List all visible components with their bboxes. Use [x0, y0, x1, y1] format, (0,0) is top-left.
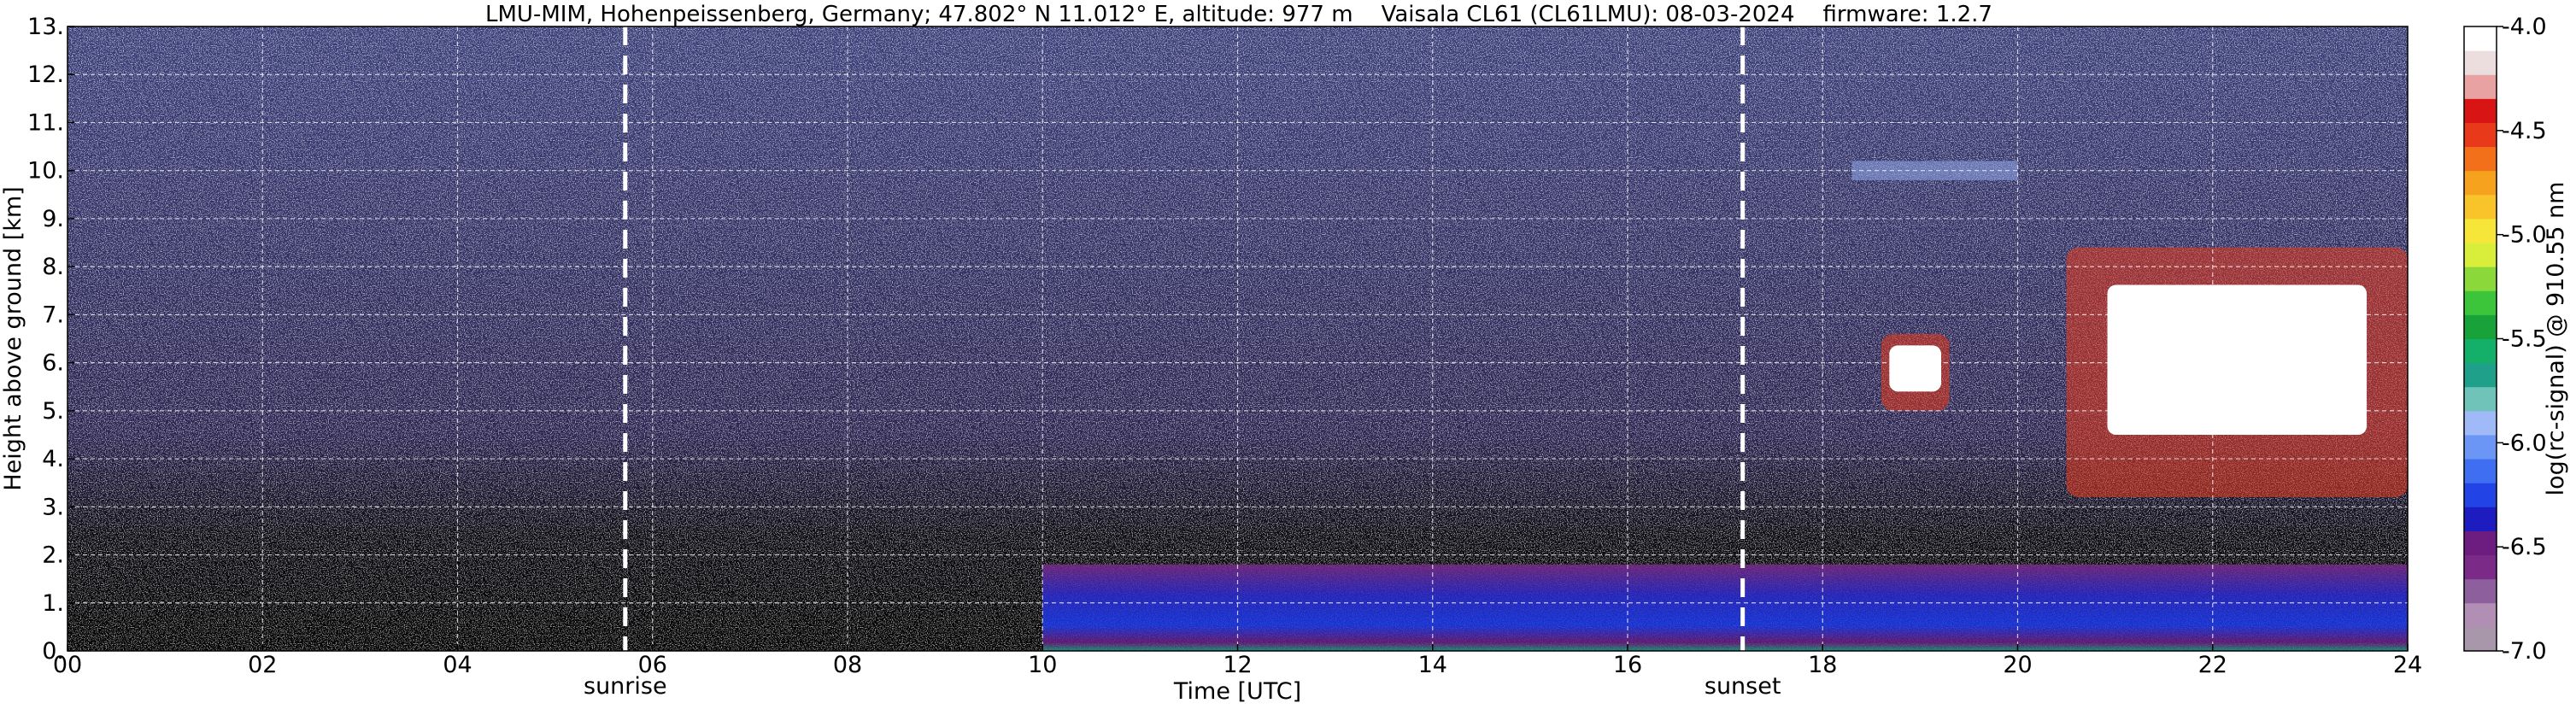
colorbar-swatch: [2464, 459, 2497, 483]
colorbar-swatch: [2464, 146, 2497, 172]
grid-lines: [67, 26, 2408, 651]
y-tick-label: 1.: [42, 590, 64, 617]
colorbar-swatch: [2464, 362, 2497, 388]
colorbar-swatch: [2464, 122, 2497, 148]
colorbar-swatch: [2464, 314, 2497, 339]
colorbar-swatch: [2464, 26, 2497, 51]
y-tick-label: 5.: [42, 398, 64, 425]
y-tick-label: 7.: [42, 302, 64, 328]
x-tick-label: 00: [53, 652, 82, 678]
sunrise-label: sunrise: [584, 673, 667, 700]
y-tick-label: 2.: [42, 542, 64, 569]
colorbar-swatch: [2464, 74, 2497, 99]
y-tick-label: 8.: [42, 254, 64, 280]
y-tick-label: 6.: [42, 350, 64, 377]
x-tick-label: 02: [248, 652, 277, 678]
x-tick-label: 22: [2198, 652, 2227, 678]
colorbar-swatch: [2464, 434, 2497, 460]
colorbar-tick-label: -4.0: [2502, 14, 2547, 40]
chart-title: LMU-MIM, Hohenpeissenberg, Germany; 47.8…: [485, 2, 1992, 27]
x-axis: 00 02 04 06 08 10 12 14 16 18 20 22 24: [53, 644, 2422, 678]
x-tick-label: 10: [1028, 652, 1057, 678]
colorbar-tick-label: -5.0: [2502, 222, 2547, 249]
colorbar-tick-label: -6.0: [2502, 430, 2547, 456]
colorbar-swatch: [2464, 578, 2497, 604]
x-tick-label: 12: [1223, 652, 1252, 678]
colorbar-swatch: [2464, 267, 2497, 291]
y-tick-label: 10.: [27, 158, 64, 185]
y-axis: 0. 1. 2. 3. 4. 5. 6. 7. 8. 9. 10. 11. 12. 13.: [27, 14, 74, 665]
x-tick-label: 08: [833, 652, 862, 678]
x-tick-label: 14: [1418, 652, 1447, 678]
x-tick-label: 16: [1613, 652, 1642, 678]
y-tick-label: 9.: [42, 206, 64, 232]
sunset-label: sunset: [1705, 673, 1781, 700]
y-tick-label: 3.: [42, 494, 64, 520]
colorbar-swatch: [2464, 626, 2497, 652]
cloud-region: [2066, 247, 2408, 498]
colorbar-swatch: [2464, 530, 2497, 556]
cloud-core: [1889, 345, 1942, 392]
colorbar-swatch: [2464, 410, 2497, 436]
colorbar-tick-label: -5.5: [2502, 326, 2547, 353]
x-axis-label: Time [UTC]: [1173, 678, 1301, 705]
colorbar-swatch: [2464, 98, 2497, 123]
colorbar-swatch: [2464, 194, 2497, 220]
colorbar-swatch: [2464, 243, 2497, 267]
colorbar-tick-label: -4.5: [2502, 118, 2547, 144]
colorbar-label: log(rc-signal) @ 910.55 nm: [2543, 182, 2569, 496]
thin-layer-region: [1851, 161, 2018, 180]
colorbar-swatch: [2464, 338, 2497, 364]
colorbar-tick-label: -7.0: [2502, 638, 2547, 665]
cloud-region: [1881, 333, 1950, 411]
colorbar-swatch: [2464, 554, 2497, 580]
x-tick-label: 18: [1808, 652, 1837, 678]
x-tick-label: 06: [638, 652, 667, 678]
x-tick-label: 20: [2003, 652, 2032, 678]
x-tick-label: 04: [443, 652, 472, 678]
y-axis-label: Height above ground [km]: [0, 186, 26, 490]
colorbar-swatch: [2464, 386, 2497, 412]
colorbar-swatch: [2464, 507, 2497, 531]
boundary-layer-aerosol-region: [1042, 564, 2408, 651]
y-tick-label: 11.: [27, 109, 64, 136]
colorbar-swatch: [2464, 483, 2497, 507]
y-tick-label: 4.: [42, 446, 64, 472]
y-tick-label: 0.: [42, 638, 64, 665]
colorbar-swatch: [2464, 170, 2497, 196]
colorbar-swatch: [2464, 290, 2497, 315]
colorbar-swatch: [2464, 50, 2497, 75]
y-tick-label: 12.: [27, 62, 64, 88]
colorbar-swatch: [2464, 602, 2497, 628]
cloud-core: [2107, 284, 2368, 435]
colorbar-tick-label: -6.5: [2502, 534, 2547, 560]
x-tick-label: 24: [2393, 652, 2422, 678]
y-tick-label: 13.: [27, 14, 64, 40]
colorbar-swatch: [2464, 218, 2497, 243]
colorbar: -4.0 -4.5 -5.0 -5.5 -6.0 -6.5 -7.0: [2463, 14, 2547, 665]
sun-markers: sunrise sunset: [584, 26, 1781, 700]
